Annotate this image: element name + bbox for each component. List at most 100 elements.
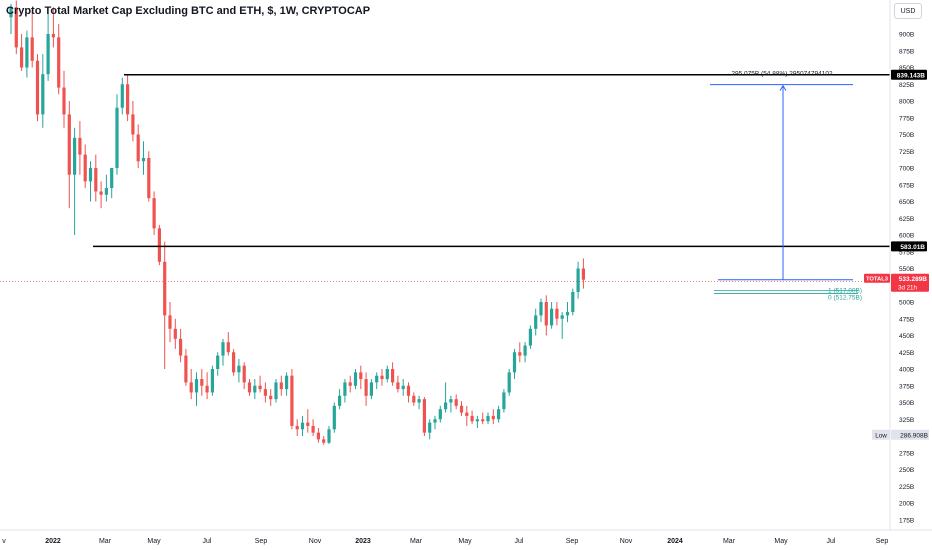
candle-body <box>465 412 469 416</box>
candle-body <box>253 385 257 393</box>
x-tick-label: Mar <box>99 538 112 545</box>
candle <box>78 121 82 175</box>
candle <box>25 30 29 78</box>
y-tick-label: 475B <box>899 316 914 323</box>
candle <box>221 338 225 366</box>
candle-body <box>115 107 119 168</box>
candle-body <box>25 37 29 68</box>
candle <box>438 405 442 423</box>
candle-body <box>73 137 77 175</box>
candle-body <box>544 302 548 326</box>
y-tick-label: 400B <box>899 367 914 374</box>
candle <box>110 168 114 199</box>
candle <box>364 372 368 406</box>
candle-body <box>438 409 442 420</box>
candle-body <box>232 352 236 373</box>
candle-body <box>295 425 299 430</box>
candle <box>497 405 501 423</box>
low-value: 286.908B <box>900 432 928 439</box>
level-high-tag: 839.143B <box>897 72 925 79</box>
candle <box>205 372 209 400</box>
candle <box>279 375 283 396</box>
candle-body <box>263 389 267 396</box>
y-tick-label: 325B <box>899 417 914 424</box>
candle <box>369 379 373 400</box>
candle-body <box>110 168 114 189</box>
candle <box>126 74 130 122</box>
candle-body <box>200 379 204 386</box>
candle-body <box>539 302 543 316</box>
x-tick-label: May <box>774 538 788 545</box>
candle-body <box>168 315 172 329</box>
candle-body <box>306 422 310 426</box>
candle <box>396 375 400 393</box>
candle-body <box>173 328 177 339</box>
low-value-bg <box>891 429 929 440</box>
y-tick-label: 600B <box>899 233 914 240</box>
y-tick-label: 850B <box>899 65 914 72</box>
candle-body <box>502 392 506 410</box>
candle-body <box>391 369 395 383</box>
candle <box>152 191 156 235</box>
candle-body <box>528 328 532 346</box>
x-tick-label: May <box>147 538 161 545</box>
candle <box>433 415 437 430</box>
candle <box>353 369 358 390</box>
candle <box>332 402 336 433</box>
candle-body <box>481 419 485 422</box>
candle-body <box>364 379 368 396</box>
candle-body <box>184 355 188 383</box>
low-label-bg <box>872 429 890 440</box>
candle-body <box>78 137 82 155</box>
candle <box>512 348 517 380</box>
candle-body <box>454 399 458 406</box>
measure-arrow-icon <box>779 84 787 91</box>
candle <box>576 261 580 299</box>
candle-body <box>14 7 18 48</box>
x-tick-label: May <box>458 538 472 545</box>
candle <box>247 379 252 396</box>
candle <box>20 34 24 71</box>
candle <box>491 409 495 424</box>
candle-body <box>258 385 262 390</box>
time-axis[interactable]: v 2022 Mar May Jul Sep Nov 2023 Mar May Jul Sep Nov 2… <box>2 538 888 545</box>
candle <box>306 409 310 433</box>
y-tick-label: 275B <box>899 450 914 457</box>
candle-body <box>94 168 98 192</box>
candle <box>226 332 230 356</box>
candle-body <box>57 37 61 88</box>
candle <box>475 415 479 428</box>
candle-body <box>385 369 389 380</box>
candle-body <box>422 399 426 433</box>
candle-body <box>475 419 479 422</box>
candle <box>237 358 241 383</box>
candle-body <box>311 425 315 433</box>
candle <box>486 412 490 424</box>
symbol-tag: TOTAL3 <box>866 277 889 283</box>
candle <box>412 392 416 406</box>
candle-body <box>444 402 448 410</box>
currency-button[interactable]: USD <box>894 3 922 19</box>
candle <box>168 302 172 343</box>
candle-body <box>491 415 495 420</box>
candle <box>322 436 326 445</box>
candle <box>375 372 379 390</box>
candle <box>581 258 585 289</box>
candle <box>316 427 320 443</box>
candle-body <box>497 409 501 420</box>
symbol-tag-bg <box>864 273 890 283</box>
candle <box>232 348 236 376</box>
candle <box>338 389 342 410</box>
candle-body <box>316 432 320 440</box>
candle-body <box>369 382 373 396</box>
candle-body <box>327 429 331 443</box>
candle <box>544 295 548 336</box>
candle <box>88 161 93 202</box>
candle <box>141 141 146 175</box>
candle-body <box>401 385 405 390</box>
candle <box>507 369 511 396</box>
candle <box>269 389 273 406</box>
candle <box>391 362 395 386</box>
candle-body <box>35 60 40 115</box>
